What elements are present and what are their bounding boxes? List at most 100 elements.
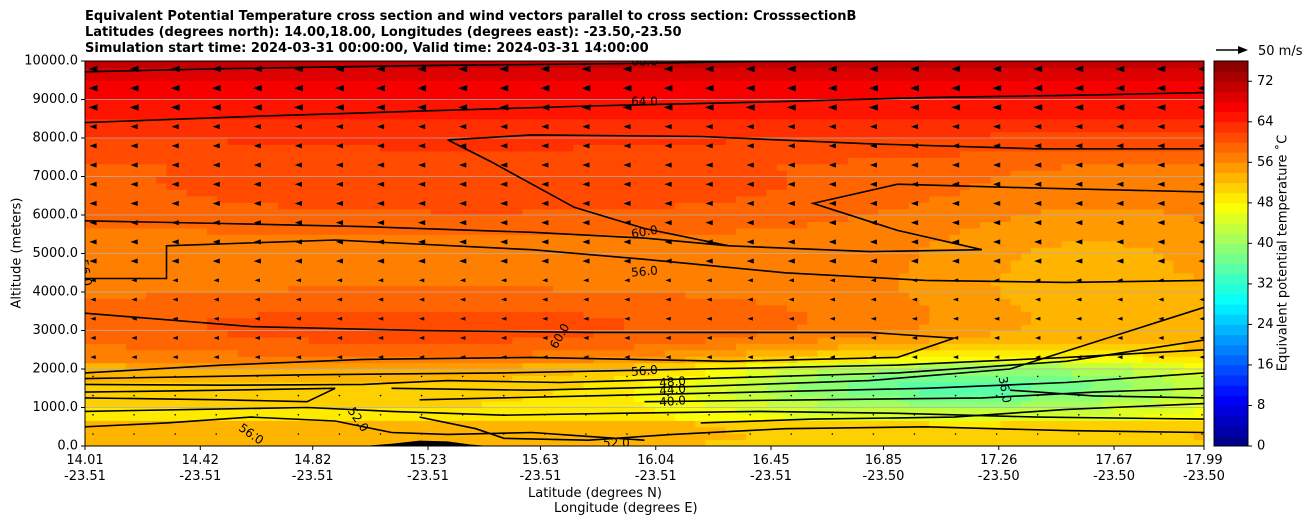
field-cell [797,266,808,274]
field-cell [705,247,717,255]
field-cell [542,285,554,293]
field-cell [776,208,788,216]
field-cell [624,61,635,69]
field-cell [695,343,707,351]
field-cell [502,285,513,293]
field-cell [247,369,259,377]
field-cell [400,118,412,126]
field-cell [298,394,310,402]
field-cell [593,426,605,434]
field-cell [512,356,524,364]
field-cell [837,413,849,421]
field-cell [115,356,127,364]
field-cell [166,292,178,300]
field-cell [685,413,696,421]
field-cell [898,93,910,101]
field-cell [929,401,941,409]
field-cell [471,420,483,428]
field-cell [502,401,513,409]
field-cell [359,388,371,396]
field-cell [410,356,422,364]
field-cell [563,285,574,293]
field-cell [349,234,361,242]
field-cell [390,202,401,210]
field-cell [227,144,239,152]
field-cell [837,394,849,402]
field-cell [766,439,778,446]
field-cell [766,105,778,113]
field-cell [512,195,524,203]
field-cell [166,420,178,428]
field-cell [898,105,910,113]
field-cell [715,118,727,126]
field-cell [563,150,574,158]
field-cell [532,336,544,344]
field-cell [512,67,524,75]
field-cell [624,99,635,107]
field-cell [685,73,696,81]
field-cell [217,118,229,126]
field-cell [858,189,869,197]
field-cell [654,259,666,267]
field-cell [430,388,442,396]
field-cell [644,330,656,338]
field-cell [329,420,340,428]
field-cell [207,176,218,184]
field-cell [715,369,727,377]
field-cell [268,240,279,248]
field-cell [878,394,890,402]
field-cell [736,356,747,364]
field-cell [196,317,208,325]
field-cell [898,349,910,357]
field-cell [552,93,564,101]
field-cell [441,99,452,107]
field-cell [491,73,503,81]
field-cell [532,311,544,319]
field-cell [522,144,534,152]
field-cell [329,272,340,280]
field-cell [481,285,493,293]
field-cell [380,144,391,152]
field-cell [817,330,829,338]
field-cell [268,317,279,325]
field-cell [400,285,412,293]
field-cell [268,349,279,357]
field-cell [451,157,462,165]
field-cell [278,369,290,377]
field-cell [369,272,381,280]
field-cell [502,131,513,139]
field-cell [217,163,229,171]
field-cell [573,298,585,306]
field-cell [776,215,788,223]
field-cell [166,298,178,306]
field-cell [308,356,320,364]
field-cell [532,189,544,197]
field-cell [522,99,534,107]
field-cell [817,259,829,267]
field-cell [685,240,696,248]
field-cell [217,413,229,421]
field-cell [847,259,859,267]
field-cell [685,189,696,197]
field-cell [847,336,859,344]
field-cell [95,279,106,287]
field-cell [756,150,768,158]
field-cell [654,157,666,165]
field-cell [603,157,615,165]
field-cell [695,439,707,446]
field-cell [837,131,849,139]
field-cell [654,182,666,190]
field-cell [217,105,229,113]
field-cell [847,93,859,101]
field-cell [369,86,381,94]
field-cell [85,349,96,357]
field-cell [227,336,239,344]
field-cell [227,189,239,197]
field-cell [441,413,452,421]
field-cell [603,259,615,267]
field-cell [380,118,391,126]
field-cell [410,388,422,396]
field-cell [298,176,310,184]
field-cell [115,272,127,280]
field-cell [196,330,208,338]
